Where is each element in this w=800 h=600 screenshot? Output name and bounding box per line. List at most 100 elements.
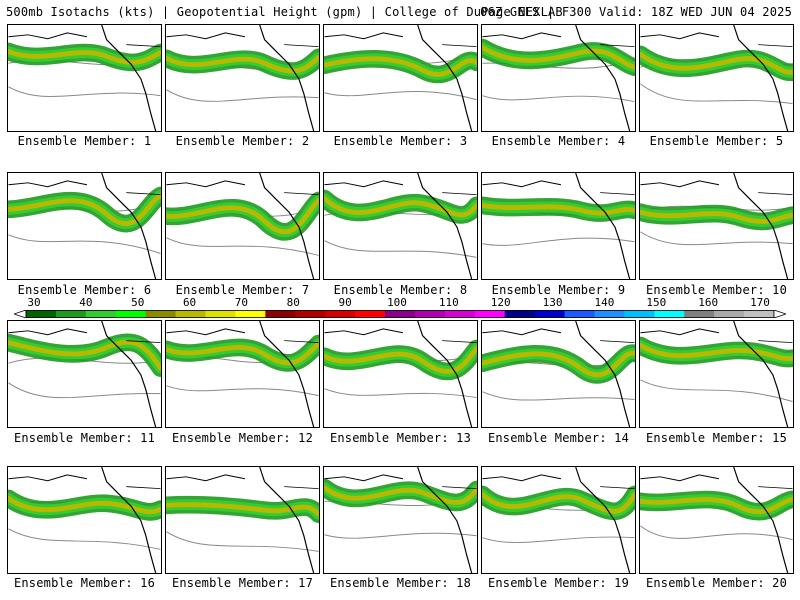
height-contour [166, 89, 319, 102]
coastline [259, 173, 315, 279]
border-line [442, 44, 477, 47]
height-contour [8, 382, 161, 399]
colorbar-segment [145, 310, 177, 318]
coastline [259, 321, 315, 427]
height-contour [482, 95, 635, 103]
colorbar-segment [474, 310, 506, 318]
ensemble-member-map [323, 24, 478, 132]
jet-band-core [166, 502, 319, 517]
coastline [8, 180, 88, 188]
colorbar-left-arrow [14, 310, 27, 318]
colorbar-segment [85, 310, 117, 318]
colorbar-tick-label: 80 [286, 296, 300, 309]
border-line [126, 44, 161, 47]
colorbar-segment [55, 310, 87, 318]
jet-band-core [166, 341, 319, 366]
jet-band-core [640, 343, 793, 361]
jet-band-core [482, 202, 635, 216]
jet-band-core [324, 346, 477, 374]
coastline [8, 328, 88, 336]
coastline [166, 474, 246, 482]
header-run-info: 06Z GEFS | F300 Valid: 18Z WED JUN 04 20… [480, 5, 792, 19]
height-contour [8, 234, 161, 254]
ensemble-member-label: Ensemble Member: 19 [487, 576, 630, 590]
ensemble-member-label: Ensemble Member: 11 [13, 431, 156, 445]
coastline [324, 32, 404, 40]
jet-band-core [8, 495, 161, 515]
coastline [324, 474, 404, 482]
colorbar-segment [654, 310, 685, 318]
jet-band-core [640, 209, 793, 224]
colorbar-segment [325, 310, 356, 318]
coastline [259, 25, 315, 131]
jet-band-core [324, 196, 477, 218]
coastline [324, 328, 404, 336]
ensemble-member-map [7, 320, 162, 428]
height-contour [324, 532, 477, 539]
height-contour [482, 237, 635, 246]
header-title: 500mb Isotachs (kts) | Geopotential Heig… [6, 5, 563, 19]
coastline [640, 32, 720, 40]
colorbar-segment [564, 310, 595, 318]
coastline [575, 321, 631, 427]
ensemble-member-label: Ensemble Member: 2 [175, 134, 310, 148]
jet-band-core [640, 496, 793, 515]
colorbar-tick-label: 130 [542, 296, 563, 309]
colorbar-tick-label: 160 [698, 296, 719, 309]
coastline [733, 25, 789, 131]
colorbar-segment [26, 310, 57, 318]
border-line [758, 192, 793, 195]
coastline [324, 180, 404, 188]
ensemble-member-map [481, 172, 636, 280]
colorbar-segment [175, 310, 207, 318]
coastline [166, 328, 246, 336]
jet-band-core [482, 492, 635, 514]
ensemble-member-map [481, 466, 636, 574]
jet-band-core [324, 56, 477, 77]
ensemble-member-map [481, 24, 636, 132]
ensemble-member-label: Ensemble Member: 16 [13, 576, 156, 590]
coastline [482, 180, 562, 188]
coastline [482, 474, 562, 482]
colorbar-segment [534, 310, 566, 318]
ensemble-member-label: Ensemble Member: 10 [645, 283, 788, 297]
border-line [758, 486, 793, 489]
coastline [640, 474, 720, 482]
colorbar-right-arrow [773, 310, 786, 318]
coastline [733, 173, 789, 279]
colorbar-tick-label: 60 [182, 296, 197, 309]
height-contour [482, 391, 635, 401]
ensemble-member-label: Ensemble Member: 8 [333, 283, 468, 297]
colorbar-segment [205, 310, 236, 318]
jet-band-core [640, 51, 793, 75]
height-contour [8, 86, 161, 97]
jet-band-core [324, 485, 477, 505]
border-line [758, 44, 793, 47]
ensemble-member-label: Ensemble Member: 20 [645, 576, 788, 590]
coastline [733, 467, 789, 573]
coastline [482, 328, 562, 336]
coastline [575, 173, 631, 279]
colorbar-segment [414, 310, 446, 318]
colorbar-tick-label: 150 [646, 296, 667, 309]
border-line [600, 486, 635, 489]
ensemble-member-map [165, 466, 320, 574]
height-contour [640, 83, 793, 105]
border-line [284, 340, 319, 343]
colorbar-segment [265, 310, 296, 318]
height-contour [640, 231, 793, 246]
coastline [417, 321, 473, 427]
colorbar-segment [235, 310, 266, 318]
border-line [600, 192, 635, 195]
coastline [101, 321, 157, 427]
ensemble-member-label: Ensemble Member: 5 [649, 134, 784, 148]
height-contour [482, 536, 635, 544]
ensemble-member-label: Ensemble Member: 9 [491, 283, 626, 297]
ensemble-member-label: Ensemble Member: 1 [17, 134, 152, 148]
colorbar-tick-label: 110 [438, 296, 459, 309]
ensemble-member-map [639, 24, 794, 132]
coastline [575, 467, 631, 573]
jet-band-core [166, 54, 319, 74]
ensemble-member-map [7, 172, 162, 280]
jet-band-core [166, 198, 319, 235]
